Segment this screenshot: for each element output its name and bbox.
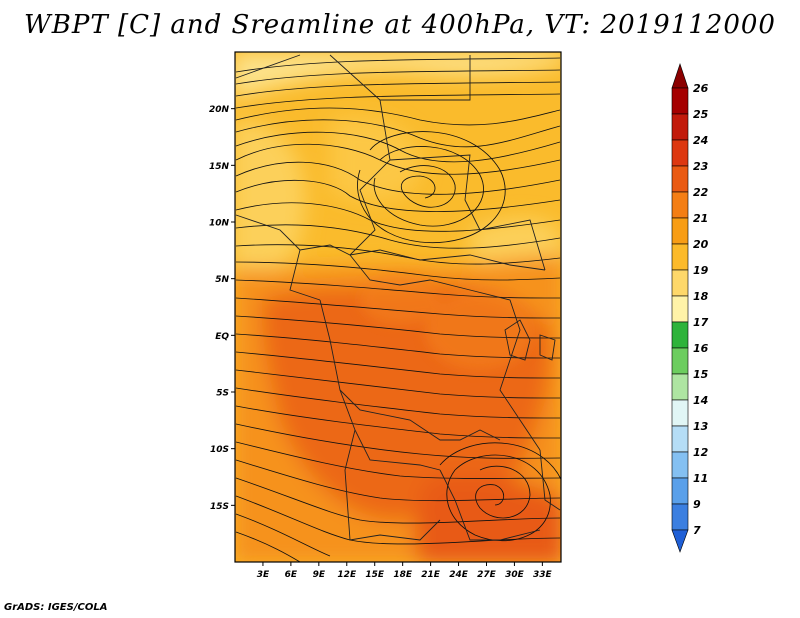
lon-tick-label: 12E: [337, 570, 357, 580]
lat-tick: 10S: [210, 445, 235, 455]
lat-tick-label: 10N: [209, 219, 230, 229]
map-frame: [234, 51, 562, 563]
colorbar-swatch: [671, 477, 689, 505]
colorbar-swatch: [671, 113, 689, 141]
lon-tick: 18E: [393, 562, 413, 580]
lat-tick: 5S: [216, 389, 235, 399]
colorbar-label: 12: [693, 446, 709, 459]
colorbar-label: 21: [693, 212, 708, 225]
colorbar-label: 13: [693, 420, 709, 433]
temperature-field: [235, 52, 561, 562]
lat-tick: 15N: [209, 162, 235, 172]
lon-tick-label: 15E: [365, 570, 385, 580]
lat-tick: 20N: [209, 105, 235, 115]
colorbar-swatch: [671, 243, 689, 271]
lon-tick-label: 33E: [533, 570, 553, 580]
colorbar-swatch: [671, 269, 689, 297]
lon-tick: 15E: [365, 562, 385, 580]
colorbar-bottom-arrow: [671, 529, 689, 553]
lat-tick-label: 10S: [210, 445, 229, 455]
lat-tick-label: 5N: [215, 275, 229, 285]
lon-tick: 27E: [477, 562, 497, 580]
credit-label: GrADS: IGES/COLA: [4, 602, 108, 613]
colorbar-swatch: [671, 373, 689, 401]
lat-tick: 15S: [210, 502, 235, 512]
lat-tick: 5N: [215, 275, 235, 285]
colorbar-swatch: [671, 399, 689, 427]
colorbar-label: 20: [693, 238, 709, 251]
colorbar-label: 15: [693, 368, 709, 381]
lon-tick: 3E: [257, 562, 270, 580]
colorbar-swatch: [671, 165, 689, 193]
lon-tick: 12E: [337, 562, 357, 580]
latitude-axis: 20N 15N 10N 5N EQ 5S 10S 15S: [209, 105, 235, 512]
lat-tick: EQ: [215, 332, 235, 342]
colorbar-swatch: [671, 217, 689, 245]
colorbar-label: 24: [693, 134, 708, 147]
lat-tick-label: 20N: [209, 105, 230, 115]
colorbar-label: 14: [693, 394, 708, 407]
lon-tick-label: 18E: [393, 570, 413, 580]
lon-tick-label: 30E: [505, 570, 525, 580]
colorbar-label: 11: [693, 472, 708, 485]
colorbar-label: 17: [693, 316, 709, 329]
colorbar-swatch: [671, 139, 689, 167]
colorbar-swatch: [671, 347, 689, 375]
streamlines: [235, 57, 561, 562]
lon-tick-label: 24E: [449, 570, 469, 580]
lat-tick: 10N: [209, 219, 235, 229]
lon-tick: 21E: [421, 562, 441, 580]
lon-tick-label: 9E: [313, 570, 326, 580]
colorbar-swatch: [671, 451, 689, 479]
colorbar-label: 22: [693, 186, 709, 199]
colorbar-top-arrow: [671, 63, 689, 89]
colorbar-label: 9: [693, 498, 701, 511]
lon-tick: 30E: [505, 562, 525, 580]
plot-title: WBPT [C] and Sreamline at 400hPa, VT: 20…: [24, 10, 776, 40]
colorbar-swatch: [671, 191, 689, 219]
colorbar-label: 25: [693, 108, 709, 121]
colorbar-swatch: [671, 425, 689, 453]
colorbar-label: 26: [693, 82, 709, 95]
country-borders: [235, 54, 561, 541]
lon-tick: 9E: [313, 562, 326, 580]
lon-tick-label: 6E: [285, 570, 298, 580]
lon-tick-label: 3E: [257, 570, 270, 580]
lat-tick-label: 15S: [210, 502, 229, 512]
map-panel: [234, 51, 562, 563]
lon-tick: 24E: [449, 562, 469, 580]
lon-tick: 6E: [285, 562, 298, 580]
longitude-axis: 3E 6E 9E 12E 15E 18E 21E 24E 27E 30E 33E: [257, 562, 553, 580]
lon-tick-label: 21E: [421, 570, 441, 580]
lon-tick-label: 27E: [477, 570, 497, 580]
colorbar-swatch: [671, 87, 689, 115]
colorbar-swatch: [671, 321, 689, 349]
colorbar-label: 16: [693, 342, 709, 355]
lon-tick: 33E: [533, 562, 553, 580]
lat-tick-label: 5S: [216, 389, 229, 399]
colorbar-swatch: [671, 295, 689, 323]
colorbar-label: 23: [693, 160, 709, 173]
colorbar-label: 18: [693, 290, 709, 303]
lat-tick-label: 15N: [209, 162, 230, 172]
colorbar-label: 19: [693, 264, 709, 277]
colorbar-swatch: [671, 503, 689, 531]
colorbar-label: 7: [693, 524, 701, 537]
colorbar: 26 25 24 23 22 21 20 19 18 17 16 15 14 13 12 11 9 7: [671, 63, 709, 553]
lat-tick-label: EQ: [215, 332, 229, 342]
